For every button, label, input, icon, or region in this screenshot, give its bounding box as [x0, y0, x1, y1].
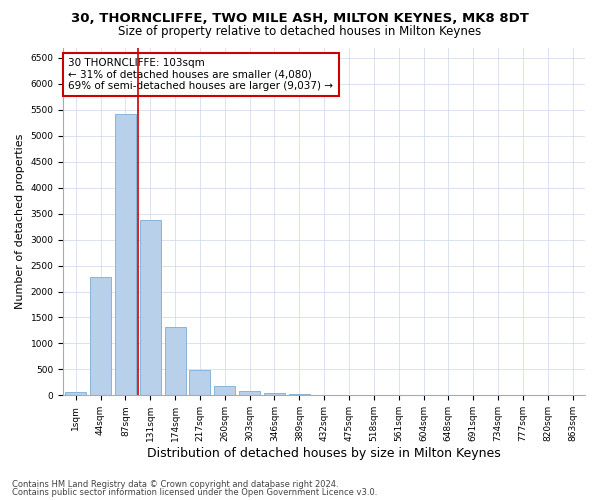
Bar — [65, 392, 86, 396]
Bar — [90, 277, 111, 396]
Bar — [239, 391, 260, 396]
Bar — [190, 370, 211, 396]
Text: Contains HM Land Registry data © Crown copyright and database right 2024.: Contains HM Land Registry data © Crown c… — [12, 480, 338, 489]
Bar — [289, 394, 310, 396]
Bar — [214, 386, 235, 396]
Text: 30, THORNCLIFFE, TWO MILE ASH, MILTON KEYNES, MK8 8DT: 30, THORNCLIFFE, TWO MILE ASH, MILTON KE… — [71, 12, 529, 26]
Text: Size of property relative to detached houses in Milton Keynes: Size of property relative to detached ho… — [118, 25, 482, 38]
Bar — [140, 220, 161, 396]
Bar — [115, 114, 136, 396]
X-axis label: Distribution of detached houses by size in Milton Keynes: Distribution of detached houses by size … — [147, 447, 501, 460]
Y-axis label: Number of detached properties: Number of detached properties — [15, 134, 25, 309]
Bar — [264, 393, 285, 396]
Text: 30 THORNCLIFFE: 103sqm
← 31% of detached houses are smaller (4,080)
69% of semi-: 30 THORNCLIFFE: 103sqm ← 31% of detached… — [68, 58, 334, 91]
Bar — [164, 328, 185, 396]
Text: Contains public sector information licensed under the Open Government Licence v3: Contains public sector information licen… — [12, 488, 377, 497]
